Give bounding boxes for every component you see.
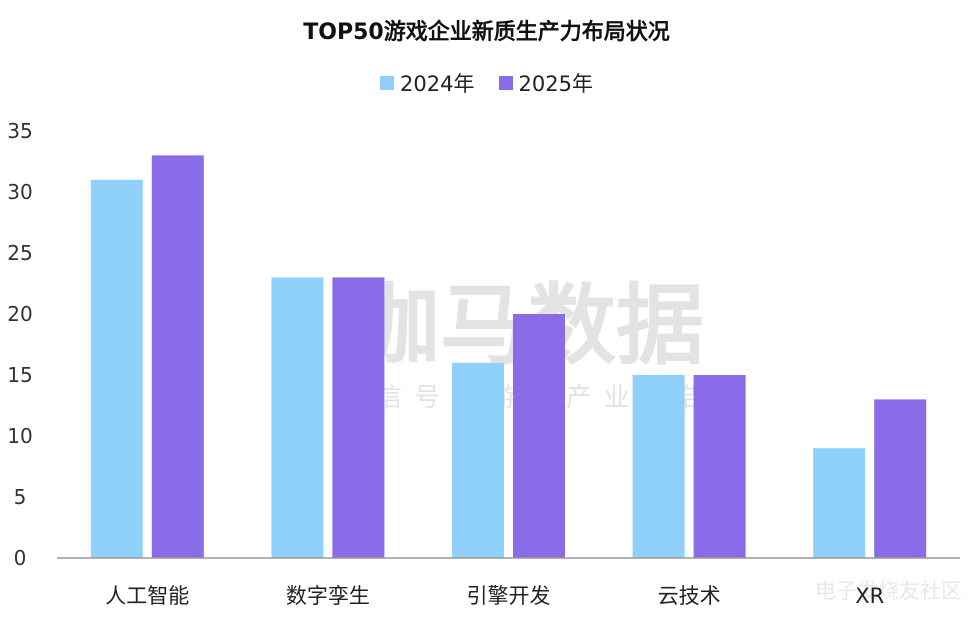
bar-云技术-2025年 xyxy=(693,375,746,558)
watermark-corner: 电子发烧友社区 xyxy=(815,579,962,603)
bar-人工智能-2024年 xyxy=(90,179,143,559)
legend-swatch-2024 xyxy=(380,76,395,90)
y-tick-label: 30 xyxy=(7,180,32,204)
y-tick-label: 35 xyxy=(7,119,32,143)
bars-layer xyxy=(90,155,927,559)
legend-label-2025: 2025年 xyxy=(518,72,593,96)
x-category-label: 引擎开发 xyxy=(467,584,551,608)
y-tick-label: 15 xyxy=(7,363,32,387)
bar-XR-2024年 xyxy=(813,448,866,558)
bar-数字孪生-2025年 xyxy=(332,277,385,558)
x-category-label: 云技术 xyxy=(658,584,721,608)
bar-引擎开发-2025年 xyxy=(513,314,565,558)
x-category-label: 人工智能 xyxy=(105,584,189,608)
legend-item-2025: 2025年 xyxy=(498,68,593,98)
legend-label-2024: 2024年 xyxy=(400,72,475,96)
y-tick-label: 20 xyxy=(7,302,32,326)
y-tick-label: 25 xyxy=(7,241,32,265)
chart-title: TOP50游戏企业新质生产力布局状况 xyxy=(303,20,670,45)
legend: 2024年 2025年 xyxy=(0,68,973,98)
x-axis-categories: 人工智能 数字孪生 引擎开发 云技术 XR xyxy=(105,584,884,608)
y-tick-label: 0 xyxy=(14,546,27,570)
x-category-label: XR xyxy=(855,584,884,608)
legend-item-2024: 2024年 xyxy=(380,68,475,98)
bar-引擎开发-2024年 xyxy=(452,362,504,558)
x-category-label: 数字孪生 xyxy=(286,584,370,608)
bar-数字孪生-2024年 xyxy=(271,277,324,558)
y-axis-ticks: 0 5 10 15 20 25 30 35 xyxy=(7,119,32,570)
bar-XR-2025年 xyxy=(874,399,927,558)
y-tick-label: 5 xyxy=(14,485,27,509)
y-tick-label: 10 xyxy=(7,424,32,448)
bar-人工智能-2025年 xyxy=(151,155,204,558)
bar-云技术-2024年 xyxy=(632,375,685,558)
legend-swatch-2025 xyxy=(498,76,513,90)
